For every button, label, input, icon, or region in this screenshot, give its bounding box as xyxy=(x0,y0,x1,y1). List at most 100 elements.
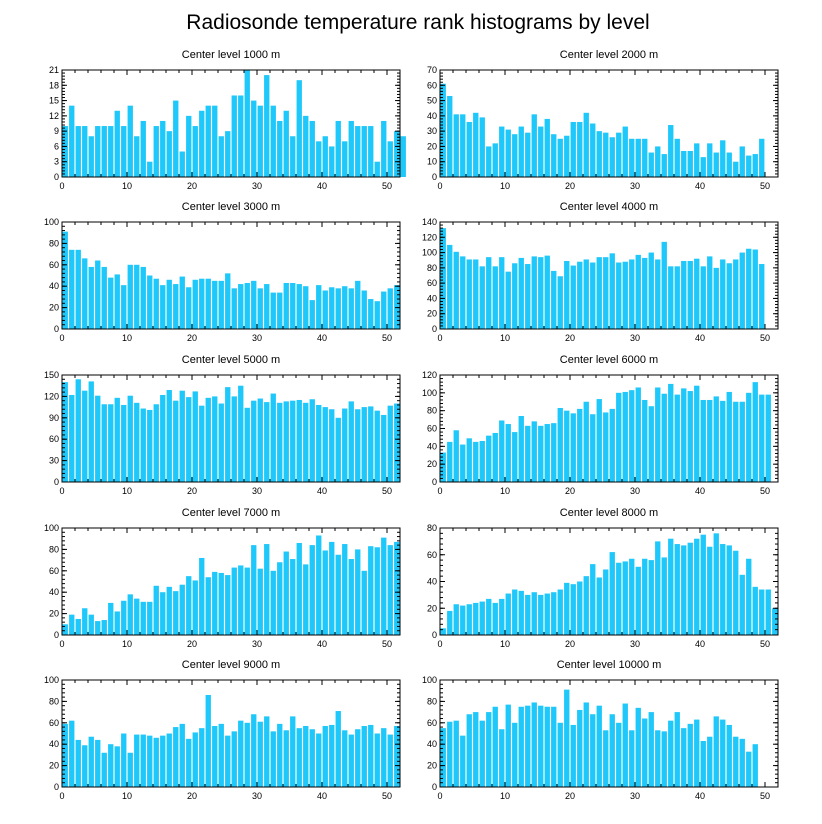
y-tick-label: 90 xyxy=(49,413,59,423)
histogram-bar xyxy=(192,732,198,787)
x-tick-label: 0 xyxy=(437,791,442,801)
histogram-bar xyxy=(173,284,179,329)
histogram-bar xyxy=(283,282,289,329)
histogram-bar xyxy=(759,264,765,329)
y-tick-label: 100 xyxy=(44,675,59,685)
histogram-bar xyxy=(303,726,309,787)
histogram-bar xyxy=(218,280,224,329)
histogram-bar xyxy=(752,249,758,329)
histogram-bar xyxy=(251,100,257,177)
histogram-bar xyxy=(251,280,257,329)
histogram-bar xyxy=(108,126,114,177)
histogram-bar xyxy=(655,541,661,636)
histogram-bar xyxy=(531,592,537,635)
histogram-bar xyxy=(525,264,531,329)
histogram-bar xyxy=(518,257,524,329)
histogram-bar xyxy=(596,131,602,177)
histogram-bar xyxy=(134,734,140,787)
histogram-panel: Center level 7000 m 0 20 40 60 80 100 0 10 20 30 40… xyxy=(44,507,401,649)
histogram-bar xyxy=(479,601,485,635)
histogram-bar xyxy=(616,392,622,482)
histogram-bar xyxy=(460,114,466,177)
y-tick-label: 21 xyxy=(49,65,59,75)
histogram-bar xyxy=(642,257,648,329)
histogram-bar xyxy=(257,398,263,482)
histogram-bar xyxy=(622,703,628,787)
histogram-bar xyxy=(629,138,635,177)
panel-title: Center level 8000 m xyxy=(560,507,658,519)
histogram-bar xyxy=(114,274,120,329)
histogram-bar xyxy=(192,580,198,635)
histogram-bar xyxy=(309,545,315,635)
y-tick-label: 20 xyxy=(427,603,437,613)
histogram-bar xyxy=(348,401,354,482)
x-tick-label: 30 xyxy=(630,791,640,801)
plot-frame xyxy=(439,69,779,178)
histogram-bar xyxy=(296,80,302,177)
x-tick-label: 30 xyxy=(630,486,640,496)
plot-frame xyxy=(61,679,401,788)
x-tick-label: 40 xyxy=(317,181,327,191)
histogram-bar xyxy=(473,712,479,787)
histogram-bar xyxy=(394,541,400,635)
histogram-bar xyxy=(212,280,218,329)
histogram-bar xyxy=(140,408,146,482)
histogram-bar xyxy=(277,120,283,177)
histogram-bar xyxy=(296,399,302,482)
x-tick-label: 10 xyxy=(500,486,510,496)
histogram-bar xyxy=(518,590,524,635)
histogram-bar xyxy=(473,441,479,483)
x-tick-label: 30 xyxy=(252,639,262,649)
y-tick-label: 80 xyxy=(427,523,437,533)
x-tick-label: 40 xyxy=(695,486,705,496)
histogram-bar xyxy=(205,278,211,329)
histogram-bar xyxy=(583,576,589,635)
histogram-bar xyxy=(121,285,127,329)
histogram-bar xyxy=(655,146,661,177)
y-tick-label: 40 xyxy=(49,587,59,597)
histogram-bar xyxy=(453,430,459,482)
histogram-bar xyxy=(726,724,732,787)
histogram-bar xyxy=(752,744,758,787)
y-tick-label: 60 xyxy=(49,718,59,728)
histogram-bar xyxy=(335,417,341,482)
histogram-bar xyxy=(720,140,726,177)
x-tick-label: 0 xyxy=(59,333,64,343)
x-tick-label: 40 xyxy=(695,333,705,343)
histogram-bar xyxy=(329,541,335,635)
x-tick-label: 50 xyxy=(382,486,392,496)
histogram-bar xyxy=(205,105,211,177)
x-tick-label: 20 xyxy=(187,639,197,649)
histogram-bar xyxy=(277,723,283,787)
histogram-bar xyxy=(251,545,257,635)
histogram-bar xyxy=(348,559,354,635)
y-tick-label: 9 xyxy=(54,126,59,136)
x-tick-label: 0 xyxy=(59,181,64,191)
histogram-bar xyxy=(486,598,492,635)
histogram-bar xyxy=(635,138,641,177)
histogram-bar xyxy=(466,604,472,635)
x-tick-label: 0 xyxy=(437,181,442,191)
histogram-bar xyxy=(681,388,687,483)
histogram-bar xyxy=(557,276,563,329)
histogram-bar xyxy=(622,391,628,482)
histogram-bar xyxy=(440,83,446,177)
histogram-bar xyxy=(75,739,81,787)
y-tick-label: 0 xyxy=(54,477,59,487)
y-tick-label: 0 xyxy=(432,782,437,792)
histogram-bar xyxy=(713,533,719,635)
x-tick-label: 20 xyxy=(565,486,575,496)
histogram-bar xyxy=(642,399,648,482)
y-tick-label: 120 xyxy=(422,232,437,242)
histogram-bar xyxy=(153,278,159,329)
histogram-bar xyxy=(257,721,263,787)
histogram-bar xyxy=(303,564,309,635)
histogram-bar xyxy=(564,410,570,482)
histogram-bar xyxy=(179,723,185,787)
histogram-bar xyxy=(544,424,550,482)
histogram-bar xyxy=(707,256,713,329)
histogram-bar xyxy=(166,131,172,177)
histogram-bar xyxy=(557,407,563,482)
histogram-bar xyxy=(147,409,153,482)
histogram-bar xyxy=(759,138,765,177)
